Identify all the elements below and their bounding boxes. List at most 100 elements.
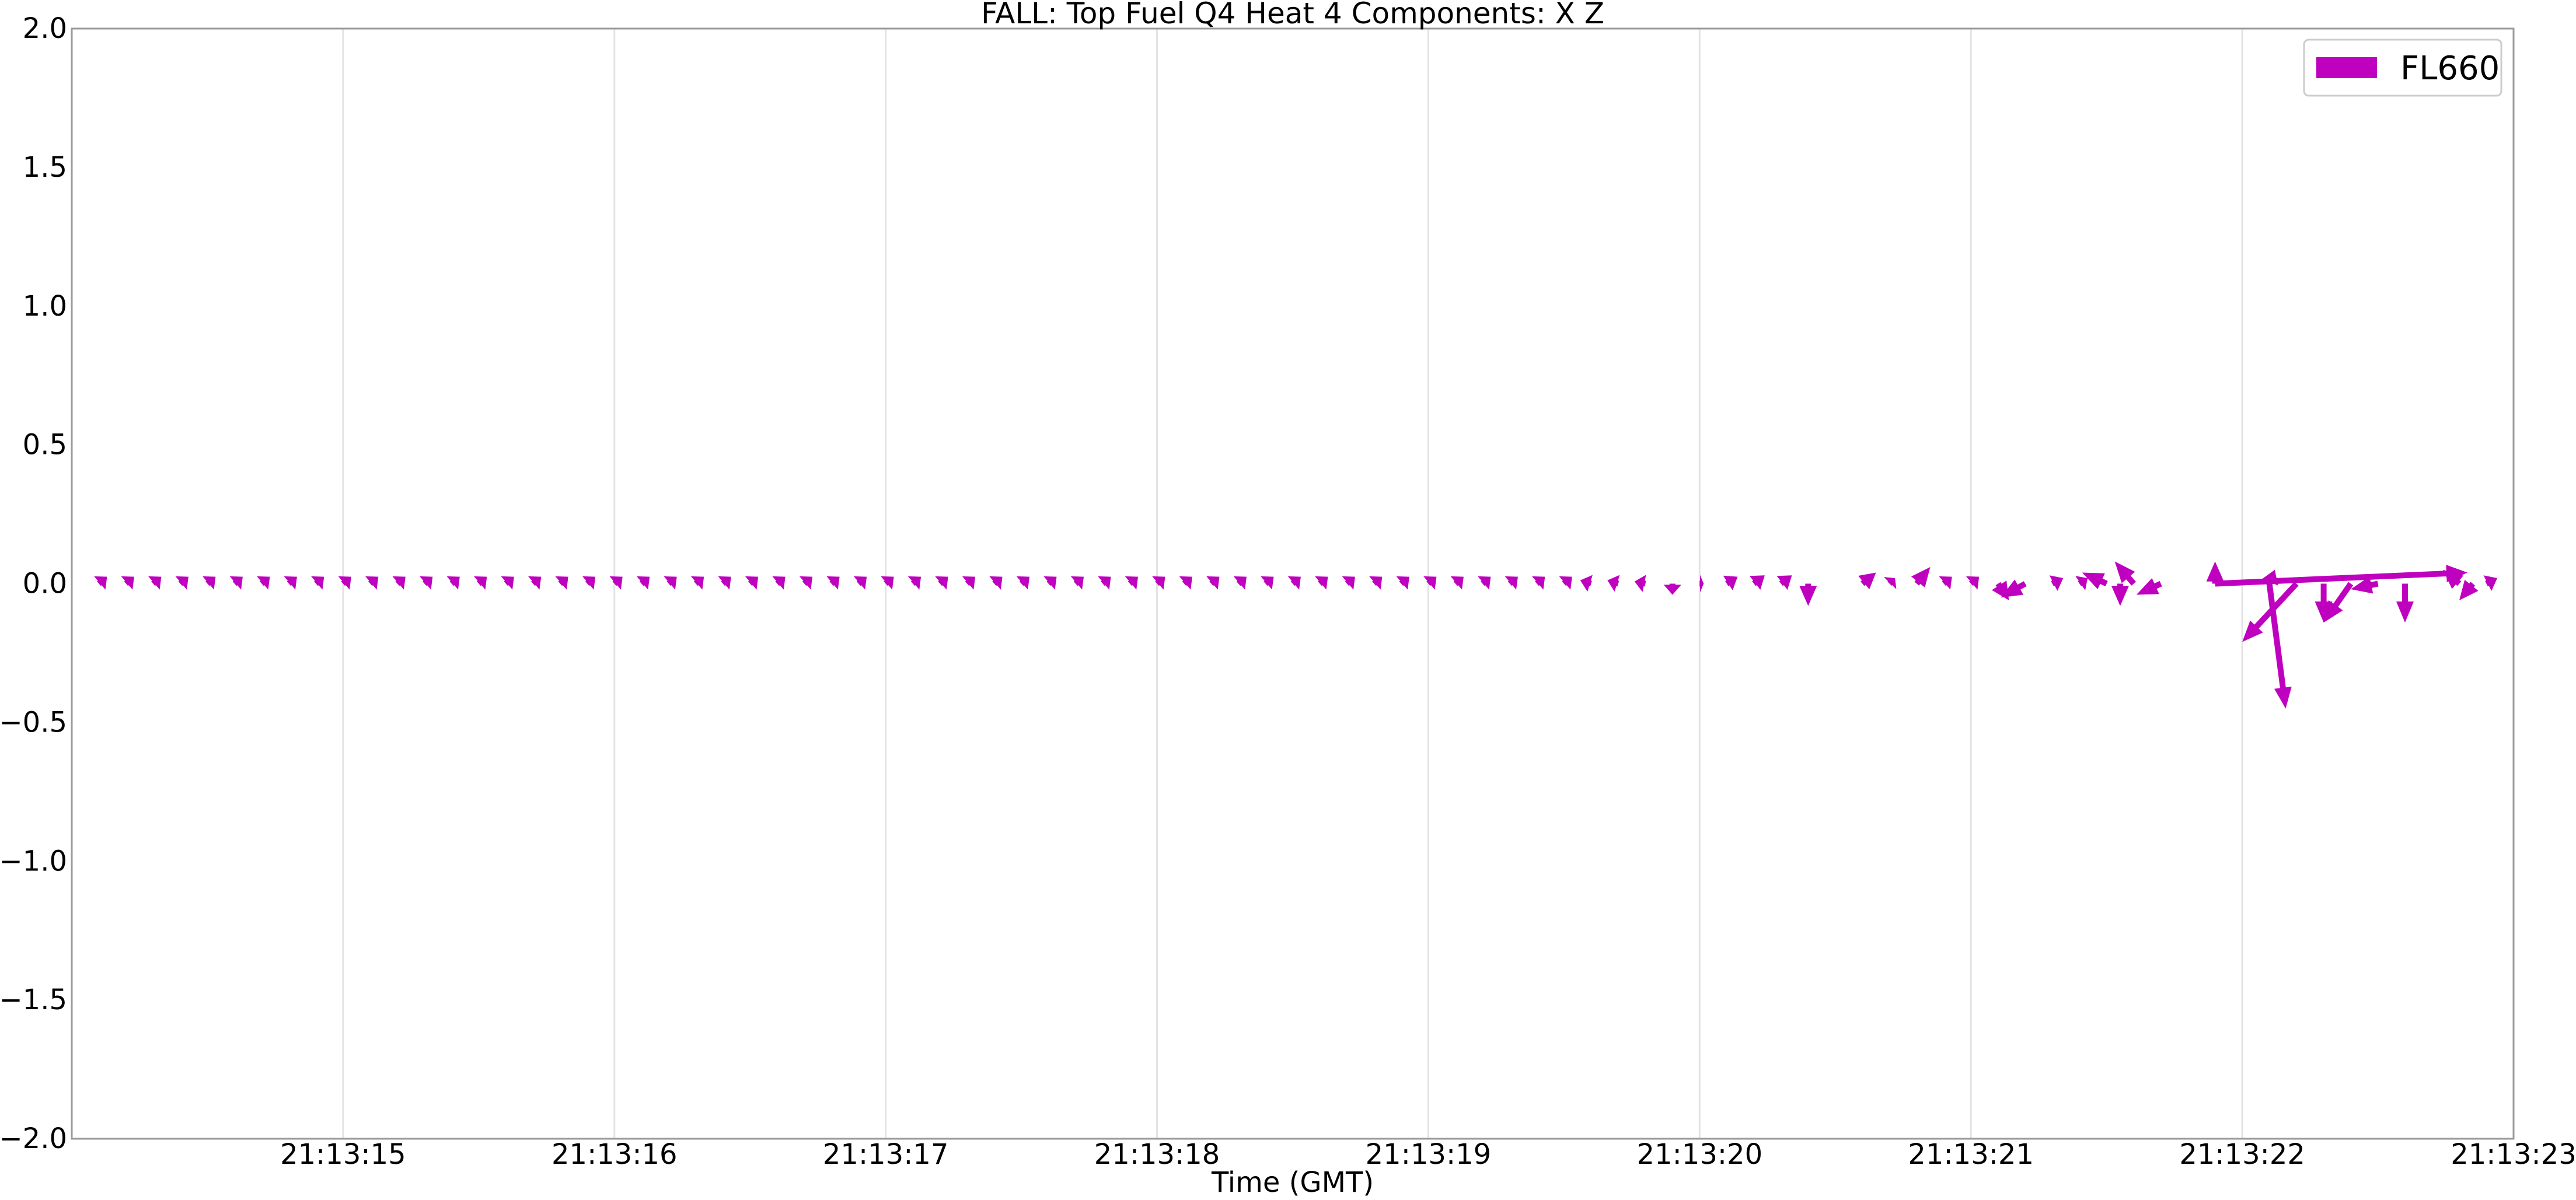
vector-arrow xyxy=(338,576,351,590)
vector-arrow xyxy=(392,576,406,590)
vector-arrow xyxy=(555,576,568,590)
x-axis-label: Time (GMT) xyxy=(1211,1166,1374,1199)
vector-arrow xyxy=(989,576,1003,590)
y-tick-label: 1.0 xyxy=(23,290,67,323)
vector-arrow xyxy=(1423,576,1437,590)
vector-arrow xyxy=(907,576,922,590)
legend: FL660 xyxy=(2303,39,2502,97)
x-tick-label: 21:13:16 xyxy=(551,1138,678,1171)
vector-arrow xyxy=(1098,576,1111,590)
plot-frame xyxy=(71,27,2515,1140)
vector-arrow xyxy=(2323,582,2354,623)
x-tick-label: 21:13:15 xyxy=(280,1138,406,1171)
vector-arrow xyxy=(2443,569,2463,589)
x-tick-label: 21:13:19 xyxy=(1366,1138,1492,1171)
legend-swatch-fl660 xyxy=(2316,57,2377,78)
vector-arrow xyxy=(2266,583,2292,709)
vector-arrow xyxy=(826,576,840,590)
y-axis: 2.0 1.5 1.0 0.5 0.0 −0.5 −1.0 −1.5 −2.0 xyxy=(0,12,67,1155)
vector-arrow xyxy=(2483,575,2498,591)
vector-arrow xyxy=(1911,567,1931,588)
vector-arrow xyxy=(1580,575,1593,592)
vector-arrow xyxy=(1206,576,1220,590)
vector-arrow xyxy=(2396,583,2414,623)
legend-label-fl660: FL660 xyxy=(2400,50,2500,88)
vector-arrow xyxy=(1699,575,1704,593)
vector-arrow xyxy=(365,576,379,590)
y-tick-label: −0.5 xyxy=(0,706,67,739)
vector-arrow xyxy=(1532,576,1545,590)
vector-arrow xyxy=(1125,576,1138,590)
vector-arrow xyxy=(853,576,867,590)
vector-arrow xyxy=(1261,576,1274,590)
vector-arrow xyxy=(1559,576,1572,590)
vector-arrow xyxy=(1663,583,1681,595)
vector-arrow xyxy=(420,576,433,590)
vector-arrow xyxy=(94,576,107,590)
vector-arrow xyxy=(474,576,487,590)
vector-arrow xyxy=(1369,576,1383,590)
vector-arrow xyxy=(962,576,976,590)
chart-title: FALL: Top Fuel Q4 Heat 4 Components: X Z xyxy=(981,0,1604,30)
vector-arrows xyxy=(94,561,2498,709)
vector-arrow xyxy=(1450,576,1464,590)
vector-arrow xyxy=(1505,576,1518,590)
vector-arrow xyxy=(284,576,297,590)
vector-arrow xyxy=(446,576,460,590)
vector-arrow xyxy=(2215,565,2467,587)
vector-arrow xyxy=(257,576,270,590)
vector-arrow xyxy=(718,576,731,590)
vector-arrow xyxy=(1750,575,1765,590)
x-tick-label: 21:13:20 xyxy=(1637,1138,1763,1171)
x-tick-label: 21:13:21 xyxy=(1908,1138,2034,1171)
vector-arrow xyxy=(229,576,243,590)
vector-arrow xyxy=(935,576,948,590)
vector-arrow xyxy=(1884,577,1897,589)
y-tick-label: −1.0 xyxy=(0,845,67,877)
x-tick-label: 21:13:17 xyxy=(823,1138,949,1171)
vector-arrow xyxy=(2114,561,2136,586)
vector-arrow xyxy=(2111,583,2129,606)
y-tick-label: 0.0 xyxy=(23,568,67,600)
vector-arrow xyxy=(1016,576,1030,590)
vector-arrow xyxy=(528,576,542,590)
vector-arrow xyxy=(501,576,514,590)
x-tick-label: 21:13:23 xyxy=(2451,1138,2576,1171)
vector-arrow xyxy=(1478,576,1491,590)
vector-arrow xyxy=(203,576,216,590)
vector-arrow xyxy=(148,576,162,590)
vector-arrow xyxy=(2459,579,2479,600)
vector-arrow xyxy=(1315,576,1328,590)
vector-arrow xyxy=(1799,583,1817,606)
x-tick-label: 21:13:18 xyxy=(1094,1138,1220,1171)
vector-arrow xyxy=(745,576,759,590)
vector-arrow xyxy=(1776,575,1792,590)
vector-arrow xyxy=(311,576,324,590)
vector-arrow xyxy=(609,576,623,590)
vector-arrow xyxy=(121,576,134,590)
vector-arrow xyxy=(1396,576,1409,590)
vector-arrow xyxy=(1342,576,1355,590)
y-tick-label: 0.5 xyxy=(23,429,67,461)
vector-arrow xyxy=(1179,576,1192,590)
vector-arrow xyxy=(636,576,650,590)
legend-box xyxy=(2303,39,2502,97)
vector-arrow xyxy=(175,576,189,590)
x-axis: 21:13:15 21:13:16 21:13:17 21:13:18 21:13:19… xyxy=(280,1138,2576,1171)
vector-arrow xyxy=(690,576,704,590)
vector-arrow xyxy=(2351,576,2379,594)
y-tick-label: −1.5 xyxy=(0,984,67,1016)
vector-arrow xyxy=(799,576,813,590)
vector-arrow xyxy=(2049,575,2064,591)
vector-arrow xyxy=(2136,578,2162,595)
vector-arrow xyxy=(1233,576,1247,590)
vector-arrow xyxy=(2206,561,2224,584)
vector-arrow xyxy=(1634,575,1646,592)
x-tick-label: 21:13:22 xyxy=(2179,1138,2305,1171)
vector-arrow xyxy=(2001,579,2027,598)
vector-arrow xyxy=(1723,575,1738,590)
vector-arrow xyxy=(1152,576,1165,590)
vector-arrow xyxy=(1287,576,1301,590)
y-tick-label: 2.0 xyxy=(23,12,67,45)
